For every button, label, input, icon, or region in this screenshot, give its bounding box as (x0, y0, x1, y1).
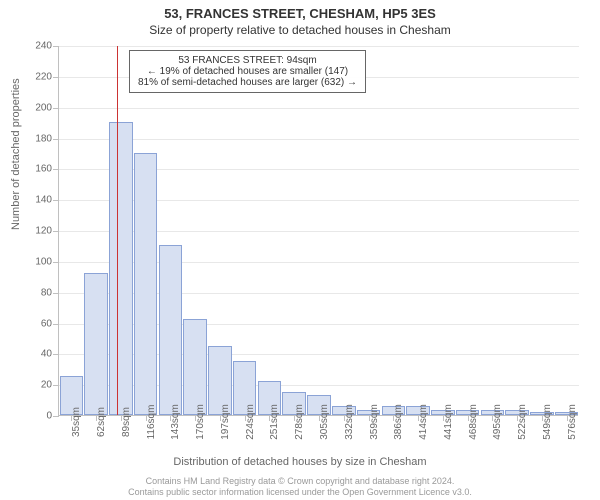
x-tick-label: 62sqm (96, 407, 107, 437)
y-tick-label: 200 (35, 102, 52, 113)
reference-line (117, 46, 118, 415)
histogram-bar (183, 319, 207, 415)
x-tick-label: 35sqm (71, 407, 82, 437)
annotation-line: 53 FRANCES STREET: 94sqm (138, 55, 357, 66)
x-tick-label: 468sqm (468, 404, 479, 440)
x-tick-label: 251sqm (269, 404, 280, 440)
y-tick-label: 60 (41, 318, 52, 329)
x-tick-label: 359sqm (369, 404, 380, 440)
annotation-box: 53 FRANCES STREET: 94sqm← 19% of detache… (129, 50, 366, 93)
y-tick-label: 180 (35, 133, 52, 144)
footer-line-1: Contains HM Land Registry data © Crown c… (0, 476, 600, 487)
x-tick-label: 143sqm (170, 404, 181, 440)
y-tick-label: 120 (35, 226, 52, 237)
gridline (59, 139, 579, 140)
page-title: 53, FRANCES STREET, CHESHAM, HP5 3ES (0, 0, 600, 21)
y-tick (53, 77, 59, 78)
y-tick (53, 416, 59, 417)
gridline (59, 108, 579, 109)
x-tick-label: 441sqm (443, 404, 454, 440)
plot-region: 02040608010012014016018020022024035sqm62… (58, 46, 578, 416)
histogram-bar (84, 273, 108, 415)
annotation-line: 81% of semi-detached houses are larger (… (138, 77, 357, 88)
y-tick (53, 200, 59, 201)
x-tick-label: 116sqm (146, 405, 157, 440)
x-tick-label: 522sqm (517, 404, 528, 440)
x-tick-label: 305sqm (319, 404, 330, 440)
x-tick-label: 197sqm (220, 404, 231, 440)
y-tick (53, 324, 59, 325)
x-tick-label: 224sqm (245, 404, 256, 440)
y-tick (53, 169, 59, 170)
histogram-bar (109, 122, 133, 415)
y-tick-label: 240 (35, 41, 52, 52)
x-tick-label: 278sqm (294, 404, 305, 440)
y-tick-label: 140 (35, 195, 52, 206)
y-tick (53, 231, 59, 232)
y-tick-label: 20 (41, 380, 52, 391)
gridline (59, 46, 579, 47)
histogram-bar (159, 245, 183, 415)
x-tick-label: 386sqm (393, 404, 404, 440)
y-tick (53, 46, 59, 47)
y-tick-label: 80 (41, 287, 52, 298)
x-tick-label: 549sqm (542, 404, 553, 440)
x-tick-label: 332sqm (344, 404, 355, 440)
annotation-line: ← 19% of detached houses are smaller (14… (138, 66, 357, 77)
histogram-chart: 02040608010012014016018020022024035sqm62… (58, 46, 578, 416)
y-tick (53, 385, 59, 386)
x-tick-label: 89sqm (121, 407, 132, 437)
page-subtitle: Size of property relative to detached ho… (0, 21, 600, 37)
x-tick-label: 170sqm (195, 404, 206, 440)
footer-line-2: Contains public sector information licen… (0, 487, 600, 498)
y-tick-label: 40 (41, 349, 52, 360)
y-tick (53, 262, 59, 263)
x-tick-label: 576sqm (567, 404, 578, 440)
y-tick-label: 220 (35, 71, 52, 82)
x-tick-label: 414sqm (418, 404, 429, 440)
x-tick-label: 495sqm (492, 404, 503, 440)
y-tick (53, 108, 59, 109)
y-tick-label: 100 (35, 256, 52, 267)
footer-attribution: Contains HM Land Registry data © Crown c… (0, 476, 600, 498)
y-axis-title: Number of detached properties (10, 78, 22, 230)
y-tick (53, 139, 59, 140)
y-tick (53, 354, 59, 355)
y-tick (53, 293, 59, 294)
y-tick-label: 160 (35, 164, 52, 175)
y-tick-label: 0 (46, 411, 52, 422)
x-axis-title: Distribution of detached houses by size … (0, 456, 600, 468)
histogram-bar (134, 153, 158, 415)
